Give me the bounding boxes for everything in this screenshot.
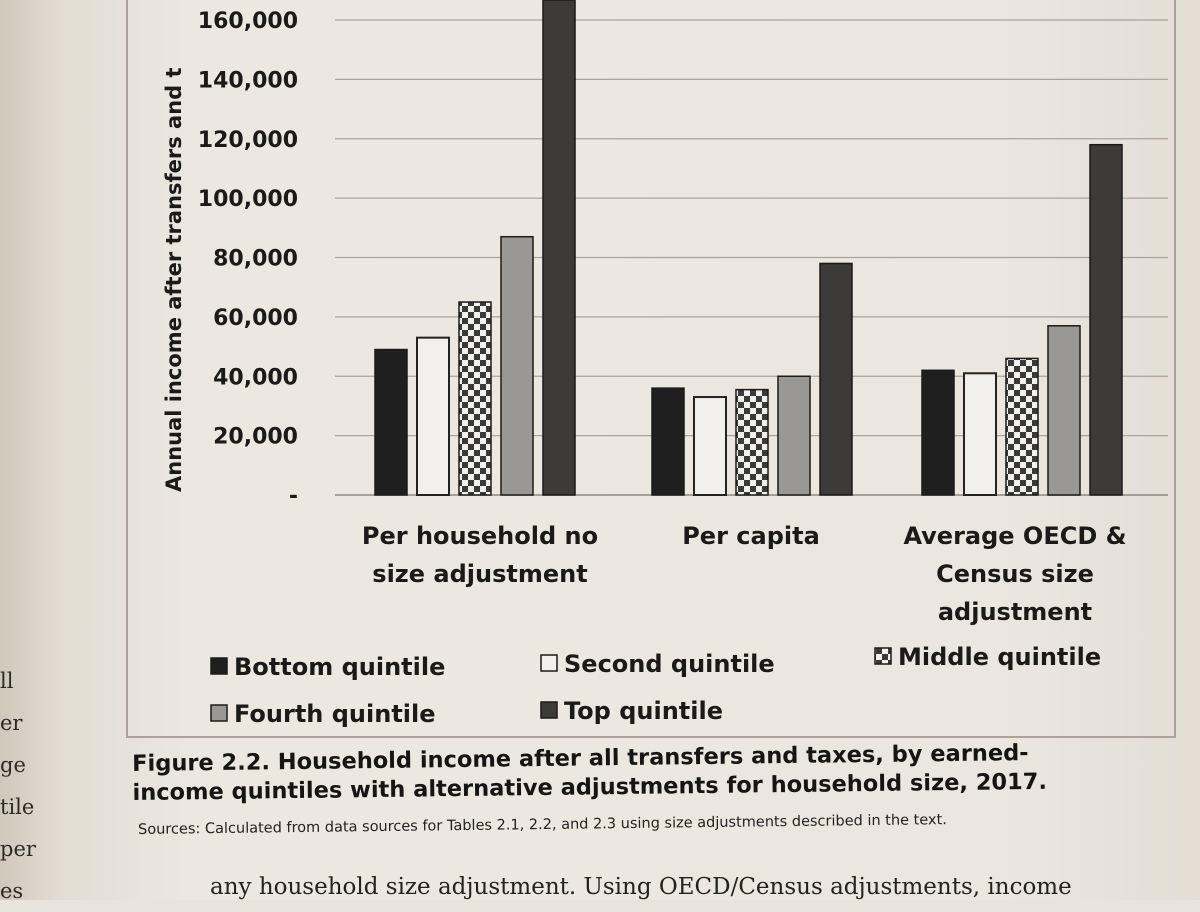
margin-word: er [0, 711, 23, 735]
legend-swatch [540, 701, 558, 719]
chart-frame [126, 0, 1176, 738]
bar-top-quintile [1089, 143, 1123, 496]
bar-fourth-quintile [1047, 325, 1081, 496]
y-tick-label: 20,000 [213, 425, 298, 450]
legend-label: Top quintile [564, 697, 723, 725]
legend-label: Second quintile [564, 650, 775, 678]
legend: Bottom quintile Second quintile Middle qui… [210, 643, 1101, 728]
bar-second-quintile [963, 372, 997, 496]
legend-swatch [210, 704, 228, 722]
y-tick-label: 120,000 [198, 128, 298, 153]
left-page-margin-text: ll er ge tile per es [0, 660, 40, 912]
y-axis-label: Annual income after transfers and t [162, 67, 186, 492]
category-label: Per capita [682, 522, 820, 550]
bar-bottom-quintile [651, 387, 685, 496]
bar-second-quintile [693, 396, 727, 496]
y-tick-label: 140,000 [198, 68, 298, 93]
y-tick-label: 80,000 [213, 247, 298, 272]
margin-word: es [0, 879, 24, 903]
legend-label: Fourth quintile [234, 700, 436, 728]
bar-second-quintile [416, 336, 450, 496]
bar-fourth-quintile [500, 235, 534, 496]
legend-swatch [210, 657, 228, 675]
category-label: adjustment [938, 598, 1092, 626]
margin-word: tile [0, 795, 35, 819]
category-label: Census size [936, 560, 1094, 588]
y-tick-label: 60,000 [213, 306, 298, 331]
category-label: Per household no [362, 522, 598, 550]
bar-chart: - 20,000 40,000 60,000 80,000 100,000 120,000 1… [162, 0, 1168, 728]
bar-middle-quintile [1005, 357, 1039, 496]
category-label: size adjustment [372, 560, 587, 588]
figure-caption: Figure 2.2. Household income after all t… [132, 737, 1183, 808]
bars [374, 0, 1123, 496]
margin-word: ll [0, 669, 14, 693]
y-tick-label: 100,000 [198, 187, 298, 212]
bar-top-quintile [542, 0, 576, 496]
category-label: Average OECD & [903, 522, 1126, 550]
y-tick-labels: - 20,000 40,000 60,000 80,000 100,000 120,000 1… [198, 9, 298, 509]
margin-word: per [0, 837, 36, 861]
bar-fourth-quintile [777, 375, 811, 496]
y-tick-label: - [289, 484, 298, 509]
y-tick-label: 40,000 [213, 365, 298, 390]
body-text-line: any household size adjustment. Using OEC… [210, 874, 1072, 900]
figure-sources: Sources: Calculated from data sources fo… [138, 812, 947, 838]
y-tick-label: 160,000 [198, 9, 298, 34]
category-labels: Per household no size adjustment Per capit… [362, 522, 1127, 626]
legend-label: Middle quintile [898, 643, 1101, 671]
bar-bottom-quintile [921, 369, 955, 496]
legend-label: Bottom quintile [234, 653, 445, 681]
bar-middle-quintile [735, 388, 769, 496]
bar-bottom-quintile [374, 348, 408, 496]
legend-swatch [874, 647, 892, 665]
bar-top-quintile [819, 262, 853, 496]
legend-swatch [540, 654, 558, 672]
bar-middle-quintile [458, 301, 492, 496]
margin-word: ge [0, 753, 26, 777]
